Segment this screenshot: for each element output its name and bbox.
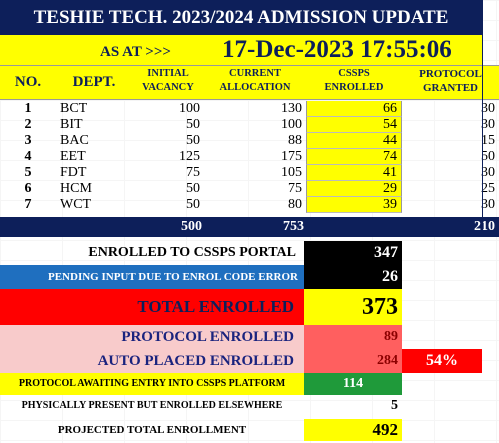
cell-protocol: 15	[481, 133, 495, 148]
cell-no: 7	[24, 197, 32, 212]
header-protocol-line1: PROTOCOL	[419, 68, 482, 80]
header-initial-line1: INITIAL	[147, 68, 189, 79]
projected-value: 492	[304, 419, 402, 441]
total-protocol: 210	[474, 219, 495, 234]
cell-current: 130	[281, 101, 302, 116]
cell-enrolled: 44	[306, 133, 402, 149]
total-initial: 500	[181, 219, 202, 234]
header-cssps-line2: ENROLLED	[324, 82, 384, 93]
auto-placed-value: 284	[304, 349, 402, 373]
total-current: 753	[283, 219, 304, 234]
cell-enrolled: 39	[306, 197, 402, 213]
timestamp: 17-Dec-2023 17:55:06	[222, 36, 452, 63]
header-protocol-line2: GRANTED	[422, 82, 478, 94]
cell-enrolled: 74	[306, 149, 402, 165]
cell-current: 175	[281, 149, 302, 164]
cell-current: 88	[288, 133, 302, 148]
cell-no: 3	[24, 133, 32, 148]
header-dept: DEPT.	[72, 74, 116, 90]
cell-dept: FDT	[60, 165, 87, 180]
awaiting-label: PROTOCOL AWAITING ENTRY INTO CSSPS PLATF…	[0, 373, 304, 395]
pending-value: 26	[304, 265, 402, 289]
cell-dept: BIT	[60, 117, 83, 132]
projected-label: PROJECTED TOTAL ENROLLMENT	[57, 424, 247, 436]
enrolled-portal-value: 347	[304, 241, 402, 265]
cell-protocol: 30	[481, 117, 495, 132]
header-current-line1: CURRENT	[229, 68, 281, 79]
cell-no: 4	[24, 149, 32, 164]
cell-initial: 50	[186, 117, 200, 132]
cell-current: 100	[281, 117, 302, 132]
protocol-enrolled-label: PROTOCOL ENROLLED	[0, 325, 304, 349]
cell-initial: 50	[186, 197, 200, 212]
as-at-label: AS AT >>>	[100, 44, 171, 60]
header-initial-line2: VACANCY	[142, 82, 194, 93]
header-cssps-line1: CSSPS	[338, 68, 370, 79]
cell-dept: BCT	[60, 101, 88, 116]
cell-dept: HCM	[60, 181, 92, 196]
cell-protocol: 30	[481, 165, 495, 180]
total-enrolled-value: 373	[304, 289, 402, 325]
present-label: PHYSICALLY PRESENT BUT ENROLLED ELSEWHER…	[21, 400, 283, 411]
cell-initial: 50	[186, 133, 200, 148]
header-cssps-enrolled: CSSPS ENROLLED	[306, 67, 402, 100]
cell-current: 80	[288, 197, 302, 212]
cell-enrolled: 41	[306, 165, 402, 181]
cell-no: 6	[24, 181, 32, 196]
cell-protocol: 30	[481, 101, 495, 116]
title-text: TESHIE TECH. 2023/2024 ADMISSION UPDATE	[33, 7, 449, 28]
auto-placed-label: AUTO PLACED ENROLLED	[0, 349, 304, 373]
cell-dept: WCT	[60, 197, 92, 212]
total-enrolled-label: TOTAL ENROLLED	[0, 289, 304, 325]
cell-no: 5	[24, 165, 32, 180]
cell-dept: BAC	[60, 133, 89, 148]
cell-enrolled: 29	[306, 181, 402, 197]
present-value: 5	[391, 398, 398, 413]
cell-initial: 50	[186, 181, 200, 196]
awaiting-value: 114	[304, 373, 402, 395]
totals-row	[0, 217, 499, 237]
header-no: NO.	[14, 74, 42, 90]
header-current-allocation: CURRENT ALLOCATION	[204, 67, 306, 100]
header-initial-vacancy: INITIAL VACANCY	[132, 67, 204, 100]
cell-enrolled: 54	[306, 117, 402, 133]
protocol-enrolled-value: 89	[304, 325, 402, 349]
cell-enrolled: 66	[306, 101, 402, 117]
sheet-right-border	[482, 0, 483, 237]
header-current-line2: ALLOCATION	[219, 82, 291, 93]
table-header	[0, 65, 499, 100]
cell-no: 2	[24, 117, 32, 132]
cell-current: 75	[288, 181, 302, 196]
cell-no: 1	[24, 101, 32, 116]
cell-protocol: 25	[481, 181, 495, 196]
cell-protocol: 30	[481, 197, 495, 212]
cell-initial: 75	[186, 165, 200, 180]
as-at-bar: AS AT >>> 17-Dec-2023 17:55:06	[0, 35, 482, 65]
auto-placed-percent: 54%	[402, 349, 482, 373]
cell-dept: EET	[60, 149, 86, 164]
enrolled-portal-label: ENROLLED TO CSSPS PORTAL	[88, 245, 296, 260]
header-protocol-granted: PROTOCOL GRANTED	[402, 67, 499, 100]
cell-protocol: 50	[481, 149, 495, 164]
cell-current: 105	[281, 165, 302, 180]
title-banner: TESHIE TECH. 2023/2024 ADMISSION UPDATE	[0, 0, 482, 35]
cell-initial: 100	[179, 101, 200, 116]
cell-initial: 125	[179, 149, 200, 164]
pending-label: PENDING INPUT DUE TO ENROL CODE ERROR	[0, 265, 304, 289]
